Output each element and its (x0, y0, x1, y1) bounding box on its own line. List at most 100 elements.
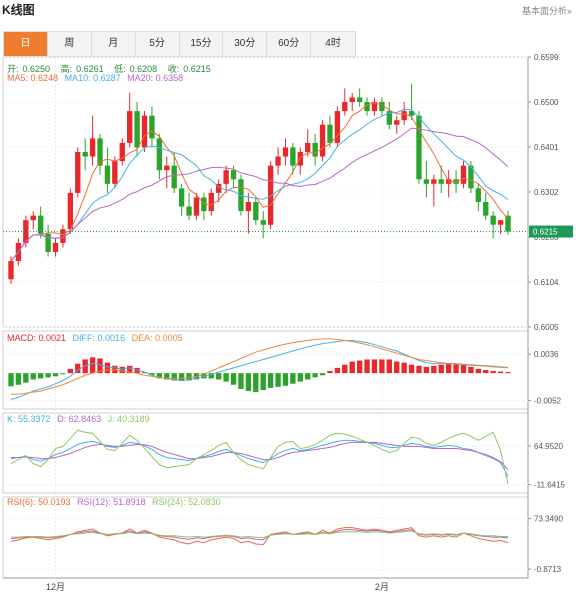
candle-body (8, 261, 14, 280)
y-tick-label: -11.6415 (534, 481, 566, 490)
macd-bar (386, 359, 392, 374)
candle-body (104, 165, 111, 184)
macd-bar (416, 365, 422, 374)
y-tick-label: 73.3490 (534, 515, 563, 524)
open-value: 开: 0.6250 (7, 64, 51, 74)
y-tick-label: 0.0036 (534, 350, 559, 359)
rsi24-line (11, 530, 508, 539)
tab-day[interactable]: 日 (4, 32, 48, 56)
macd-bar (460, 364, 467, 374)
ma20-value: MA20: 0.6358 (127, 73, 184, 83)
macd-bar (505, 372, 511, 374)
macd-bar (23, 373, 29, 383)
candle-body (475, 188, 481, 202)
candle-body (223, 170, 229, 184)
page-title: K线图 (2, 3, 35, 17)
tab-60min[interactable]: 60分 (267, 32, 312, 56)
candle-body (230, 170, 237, 180)
tab-5min[interactable]: 5分 (136, 32, 180, 56)
candle-body (431, 179, 437, 184)
candle-body (208, 192, 214, 212)
d-line (11, 441, 509, 471)
macd-bar (15, 373, 22, 385)
ma10-line (10, 108, 509, 262)
macd-bar (52, 373, 59, 377)
y-tick-label: 0.6104 (534, 278, 559, 287)
high-value: 高: 0.6261 (60, 64, 104, 74)
candle-body (371, 102, 378, 112)
macd-bar (45, 373, 51, 378)
last-price-label: 0.6215 (533, 228, 558, 237)
ma20-line (10, 127, 509, 262)
candle-body (356, 97, 363, 102)
macd-bar (8, 373, 14, 387)
macd-bar (445, 363, 452, 374)
candle-body (82, 152, 88, 157)
candle-body (290, 147, 296, 166)
tab-month[interactable]: 月 (92, 32, 136, 56)
macd-bar (171, 373, 177, 381)
macd-bar (453, 363, 459, 374)
macd-bar (349, 361, 355, 374)
macd-bar (490, 371, 496, 374)
candle-body (23, 220, 29, 243)
y-tick-label: 0.6500 (534, 98, 559, 107)
macd-bar (305, 373, 311, 380)
macd-bar (290, 373, 296, 384)
dea-value: DEA: 0.0005 (131, 333, 183, 343)
macd-bar (327, 371, 333, 374)
candle-body (67, 192, 74, 230)
macd-bar (75, 363, 81, 374)
ma5-value: MA5: 0.6248 (7, 73, 59, 83)
candle-body (97, 138, 103, 166)
tab-15min[interactable]: 15分 (180, 32, 224, 56)
tab-4hour[interactable]: 4时 (325, 38, 341, 49)
y-tick-label: 0.6005 (534, 323, 559, 332)
macd-bar (260, 373, 266, 391)
last-price-marker (529, 225, 573, 238)
candle-body (216, 183, 222, 193)
macd-bar (423, 366, 430, 374)
tab-week[interactable]: 周 (48, 32, 92, 56)
macd-bar (475, 368, 481, 374)
macd-bar (408, 364, 415, 374)
candle-body (38, 215, 44, 234)
macd-bar (282, 373, 289, 386)
macd-bar (201, 373, 207, 379)
candle-body (349, 97, 355, 102)
candle-body (149, 115, 155, 139)
dea-line (11, 338, 509, 395)
macd-bar (394, 361, 400, 374)
ma10-value: MA10: 0.6287 (64, 73, 121, 83)
k-value: K: 55.3372 (7, 414, 51, 424)
macd-bar (379, 359, 385, 374)
candle-body (460, 165, 467, 184)
macd-bar (371, 359, 378, 374)
candle-body (297, 152, 303, 166)
macd-bar (38, 373, 44, 379)
candle-body (483, 202, 489, 216)
candle-body (282, 147, 289, 157)
macd-bar (438, 364, 444, 374)
candle-body (319, 124, 326, 157)
tab-30min[interactable]: 30分 (223, 32, 268, 56)
diff-line (10, 339, 509, 400)
fundamental-analysis-link[interactable]: 基本面分析» (521, 6, 572, 16)
candle-body (245, 202, 252, 212)
macd-bar (342, 364, 348, 374)
x-tick-label: 2月 (375, 582, 389, 592)
candle-body (438, 179, 444, 184)
y-tick-label: 0.6401 (534, 143, 559, 152)
candle-body (416, 115, 422, 180)
candle-body (497, 220, 504, 225)
macd-bar (89, 357, 96, 374)
macd-bar (497, 371, 504, 374)
rsi6-value: RSI(6): 50.0193 (7, 497, 71, 507)
candle-body (386, 111, 392, 125)
macd-bar (230, 373, 237, 385)
macd-bar (267, 373, 274, 388)
macd-bar (134, 367, 140, 374)
macd-bar (127, 365, 133, 374)
macd-bar (483, 370, 489, 374)
